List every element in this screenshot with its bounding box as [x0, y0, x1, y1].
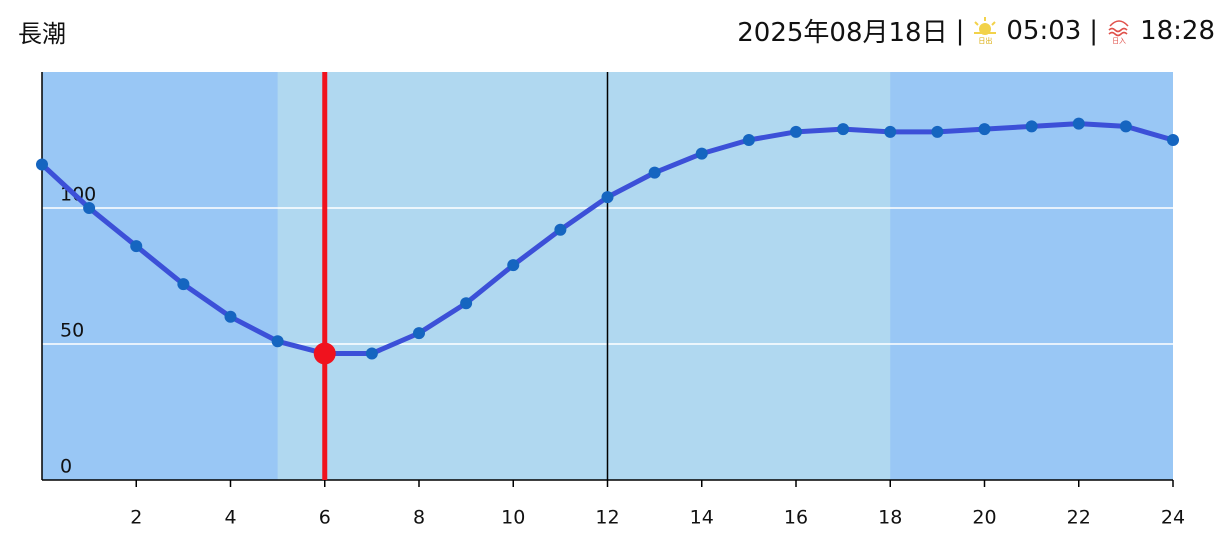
tide-point [601, 191, 614, 204]
x-tick-label: 4 [224, 507, 236, 529]
tide-point [742, 134, 755, 146]
sunset-icon-label: 日入 [1112, 36, 1127, 45]
separator: | [955, 15, 965, 46]
x-tick-label: 18 [878, 507, 902, 529]
tide-point [1025, 120, 1038, 133]
tide-point [507, 259, 520, 272]
x-tick-label: 16 [784, 507, 808, 529]
x-tick-label: 14 [690, 507, 714, 529]
sunrise-icon: 日出 [972, 16, 998, 46]
sun-info: 2025年08月18日 | 日出 05:03 | 日入 18:28 [737, 12, 1215, 49]
tide-point [460, 297, 473, 310]
sunset-time: 18:28 [1140, 15, 1215, 46]
separator: | [1089, 15, 1099, 46]
x-tick-label: 2 [130, 507, 142, 529]
tide-name: 長潮 [18, 20, 66, 48]
tide-point [790, 125, 802, 138]
x-tick-label: 22 [1067, 507, 1091, 529]
tide-point [177, 278, 190, 291]
tide-point [1072, 117, 1085, 130]
wave-glyph [1108, 19, 1129, 36]
x-tick-label: 20 [972, 507, 996, 529]
tide-point [130, 240, 143, 253]
header: 長潮 2025年08月18日 | 日出 05:03 | 日入 18:28 [0, 0, 1231, 62]
tide-point [554, 223, 567, 236]
tide-point [365, 347, 378, 360]
tide-point [1167, 134, 1179, 146]
y-tick-label: 50 [60, 320, 84, 342]
tide-point [837, 123, 850, 136]
date: 2025年08月18日 [737, 18, 948, 48]
x-tick-label: 12 [595, 507, 619, 529]
tide-point [695, 147, 708, 160]
current-point [313, 342, 336, 365]
tide-point [83, 202, 96, 214]
tide-point [36, 158, 48, 171]
sunset-icon: 日入 [1106, 16, 1132, 46]
tide-point [931, 125, 944, 138]
y-tick-label: 0 [60, 456, 72, 478]
day-band [277, 72, 891, 480]
tide-point [413, 327, 425, 340]
x-tick-label: 24 [1161, 507, 1185, 529]
tide-point [978, 123, 991, 136]
tide-point [1119, 120, 1132, 133]
sunrise-icon-label: 日出 [978, 36, 993, 45]
sun-glyph [974, 16, 997, 35]
x-tick-label: 10 [501, 507, 525, 529]
tide-point [224, 310, 237, 323]
tide-point [271, 335, 284, 348]
x-tick-label: 6 [319, 507, 331, 529]
sunrise-time: 05:03 [1006, 15, 1082, 46]
x-tick-label: 8 [413, 507, 425, 529]
tide-point [884, 125, 897, 138]
tide-point [648, 166, 661, 179]
